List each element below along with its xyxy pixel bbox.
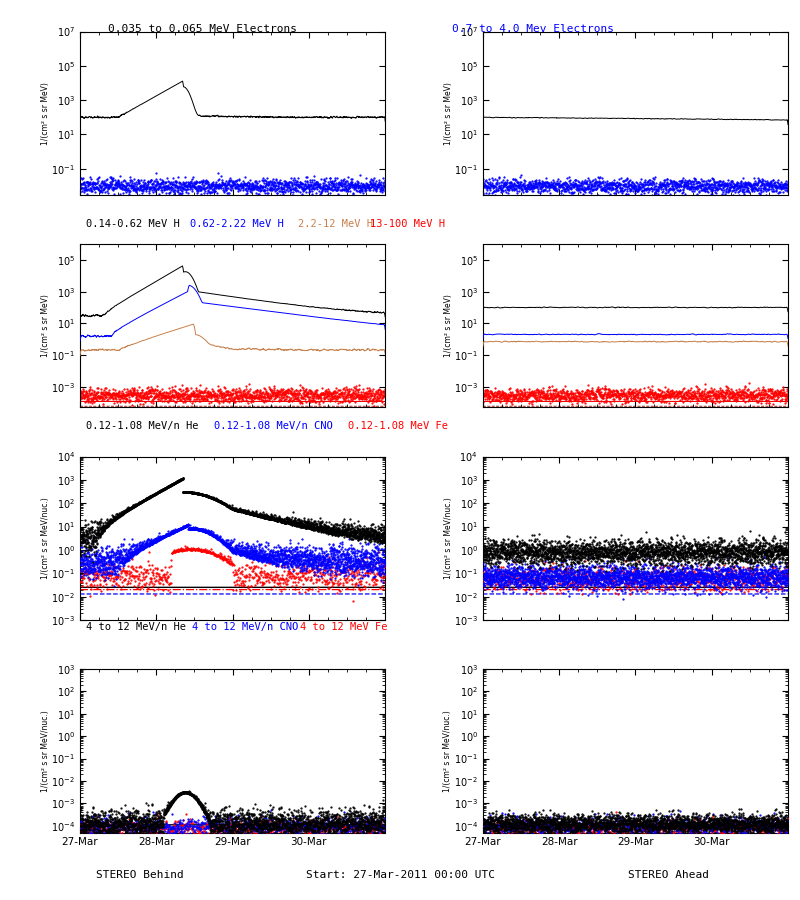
Text: 4 to 12 MeV Fe: 4 to 12 MeV Fe	[300, 622, 387, 632]
Text: 4 to 12 MeV/n CNO: 4 to 12 MeV/n CNO	[192, 622, 298, 632]
Text: 4 to 12 MeV/n He: 4 to 12 MeV/n He	[86, 622, 186, 632]
Y-axis label: 1/(cm² s sr MeV/nuc.): 1/(cm² s sr MeV/nuc.)	[41, 498, 50, 579]
Text: 0.14-0.62 MeV H: 0.14-0.62 MeV H	[86, 219, 180, 229]
Text: 2.2-12 MeV H: 2.2-12 MeV H	[298, 219, 373, 229]
Text: 0.12-1.08 MeV/n He: 0.12-1.08 MeV/n He	[86, 421, 199, 431]
Y-axis label: 1/(cm² s sr MeV): 1/(cm² s sr MeV)	[41, 82, 50, 145]
Text: 0.7 to 4.0 Mev Electrons: 0.7 to 4.0 Mev Electrons	[452, 24, 614, 34]
Y-axis label: 1/(cm² s sr MeV/nuc.): 1/(cm² s sr MeV/nuc.)	[443, 710, 452, 792]
Text: STEREO Behind: STEREO Behind	[96, 869, 184, 879]
Y-axis label: 1/(cm² s sr MeV/nuc.): 1/(cm² s sr MeV/nuc.)	[443, 498, 453, 579]
Text: 13-100 MeV H: 13-100 MeV H	[370, 219, 446, 229]
Text: 0.035 to 0.065 MeV Electrons: 0.035 to 0.065 MeV Electrons	[108, 24, 297, 34]
Text: Start: 27-Mar-2011 00:00 UTC: Start: 27-Mar-2011 00:00 UTC	[306, 869, 494, 879]
Text: STEREO Ahead: STEREO Ahead	[627, 869, 709, 879]
Y-axis label: 1/(cm² s sr MeV): 1/(cm² s sr MeV)	[443, 294, 453, 357]
Y-axis label: 1/(cm² s sr MeV): 1/(cm² s sr MeV)	[444, 82, 453, 145]
Text: 0.62-2.22 MeV H: 0.62-2.22 MeV H	[190, 219, 284, 229]
Y-axis label: 1/(cm² s sr MeV/nuc.): 1/(cm² s sr MeV/nuc.)	[41, 710, 50, 792]
Text: 0.12-1.08 MeV Fe: 0.12-1.08 MeV Fe	[348, 421, 448, 431]
Y-axis label: 1/(cm² s sr MeV): 1/(cm² s sr MeV)	[41, 294, 50, 357]
Text: 0.12-1.08 MeV/n CNO: 0.12-1.08 MeV/n CNO	[214, 421, 333, 431]
